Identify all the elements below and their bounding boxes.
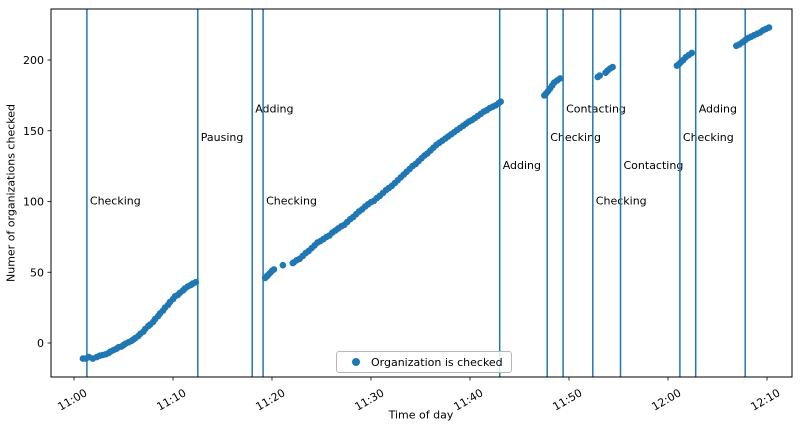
data-point [270, 266, 278, 273]
x-tick-label: 11:10 [155, 386, 189, 413]
x-axis-label: Time of day [388, 408, 454, 422]
x-tick-label: 11:50 [551, 386, 585, 413]
y-tick-label: 150 [23, 125, 44, 138]
x-tick-label: 12:00 [650, 386, 684, 413]
data-point [765, 24, 773, 31]
legend-marker-dot-icon [352, 358, 360, 366]
event-label: Pausing [201, 131, 244, 144]
y-tick-label: 100 [23, 196, 44, 209]
event-label: Checking [683, 131, 734, 144]
y-tick-label: 50 [30, 266, 44, 279]
data-point [596, 72, 603, 79]
event-label: Adding [699, 103, 737, 116]
data-point [688, 49, 696, 57]
x-tick-label: 12:10 [749, 386, 783, 413]
event-label: Adding [503, 159, 541, 172]
y-axis-label: Numer of organizations checked [4, 104, 18, 282]
event-label: Contacting [624, 159, 684, 172]
event-label: Contacting [566, 103, 626, 116]
data-point [497, 98, 505, 105]
x-tick-label: 11:30 [353, 386, 387, 413]
plot-border [50, 8, 793, 378]
event-label: Checking [266, 195, 317, 208]
event-label: Checking [90, 195, 141, 208]
data-point [556, 75, 564, 82]
x-tick-label: 11:40 [452, 386, 486, 413]
y-tick-label: 0 [37, 337, 44, 350]
data-point [279, 261, 287, 269]
x-tick-label: 11:00 [56, 386, 90, 413]
event-label: Adding [255, 103, 293, 116]
data-point [609, 63, 616, 71]
legend-label: Organization is checked [371, 355, 503, 369]
y-tick-label: 200 [23, 54, 44, 67]
x-tick-label: 11:20 [254, 386, 288, 413]
legend: Organization is checked [336, 351, 512, 373]
